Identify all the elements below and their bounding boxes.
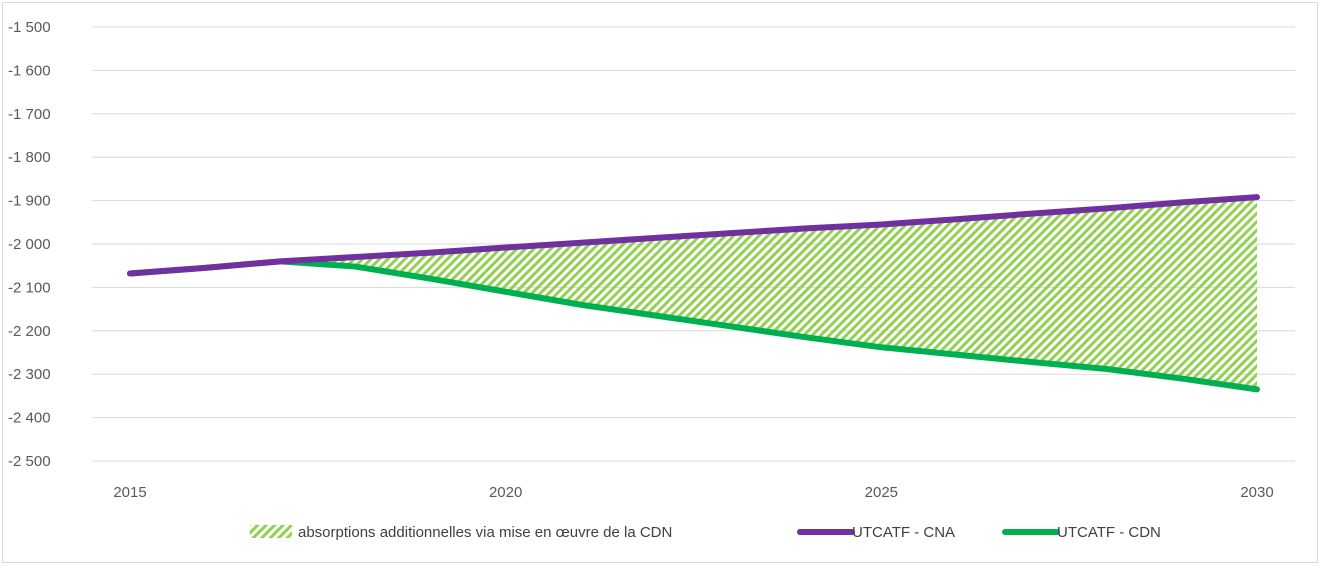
- y-tick-label: -2 200: [8, 323, 51, 340]
- y-tick-label: -2 500: [8, 453, 51, 470]
- series-line-cna: [127, 194, 1260, 277]
- y-tick-label: -1 900: [8, 193, 51, 210]
- y-tick-label: -1 600: [8, 62, 51, 79]
- y-tick-label: -2 400: [8, 410, 51, 427]
- x-axis-ticks: 2015 2020 2025 2030: [113, 484, 1273, 501]
- y-tick-label: -2 300: [8, 366, 51, 383]
- y-tick-label: -2 000: [8, 236, 51, 253]
- y-tick-label: -1 700: [8, 106, 51, 123]
- y-axis-ticks: -1 500 -1 600 -1 700 -1 800 -1 900 -2 000 -2 1…: [8, 19, 51, 470]
- x-tick-label: 2020: [489, 484, 522, 501]
- area-additional-absorptions: [130, 197, 1257, 390]
- area-layer: [130, 197, 1257, 390]
- legend-label-area: absorptions additionnelles via mise en œ…: [298, 524, 672, 541]
- x-tick-label: 2015: [113, 484, 146, 501]
- y-tick-label: -1 500: [8, 19, 51, 36]
- legend-label-cdn: UTCATF - CDN: [1057, 524, 1161, 541]
- x-tick-label: 2025: [865, 484, 898, 501]
- legend-swatch-area: [250, 525, 292, 538]
- y-tick-label: -2 100: [8, 279, 51, 296]
- series-lines: [127, 194, 1260, 393]
- y-tick-label: -1 800: [8, 149, 51, 166]
- series-line-cdn: [127, 258, 1260, 393]
- legend: absorptions additionnelles via mise en œ…: [250, 524, 1161, 541]
- x-tick-label: 2030: [1240, 484, 1273, 501]
- legend-label-cna: UTCATF - CNA: [852, 524, 955, 541]
